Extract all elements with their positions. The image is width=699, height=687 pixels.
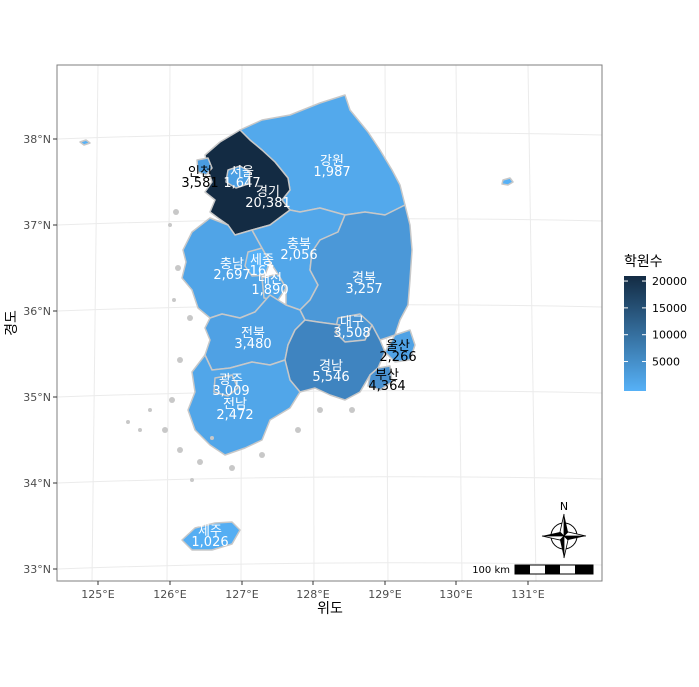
region-value-label: 2,266	[379, 350, 416, 365]
y-axis-title: 경도	[4, 310, 20, 336]
x-axis-title: 위도	[317, 601, 343, 617]
legend-title: 학원수	[624, 254, 663, 270]
x-tick-label: 130°E	[439, 588, 472, 601]
legend-tick-label: 5000	[652, 356, 680, 369]
region-daejeon	[261, 273, 287, 301]
region-name-label: 광주	[219, 373, 243, 388]
region-gwangju	[213, 374, 239, 397]
region-value-label: 3,480	[234, 337, 271, 352]
legend-tick-label: 15000	[652, 302, 687, 315]
y-tick-label: 36°N	[23, 305, 51, 318]
region-value-label: 1,026	[191, 535, 228, 550]
x-tick-label: 131°E	[511, 588, 544, 601]
region-name-label: 경북	[352, 271, 376, 286]
panel-border	[56, 64, 603, 582]
region-value-label: 1,647	[223, 176, 260, 191]
region-value-label: 20,381	[245, 196, 291, 211]
legend-tick-label: 10000	[652, 329, 687, 342]
region-jeju	[181, 521, 241, 551]
region-name-label: 대구	[340, 315, 364, 330]
region-labels: 서울1,647인천3,581경기20,381강원1,987충북2,056충남2,…	[181, 154, 416, 550]
region-value-label: 3,581	[181, 176, 218, 191]
region-name-label: 경기	[256, 185, 280, 200]
x-axis: 125°E 126°E 127°E 128°E 129°E 130°E 131°E	[81, 581, 545, 601]
islet-ulleung	[501, 177, 514, 186]
x-tick-label: 129°E	[368, 588, 401, 601]
region-value-label: 5,546	[312, 370, 349, 385]
region-name-label: 충북	[287, 237, 311, 252]
x-tick-label: 127°E	[225, 588, 258, 601]
legend-tick-label: 20000	[652, 275, 687, 288]
region-name-label: 울산	[386, 339, 410, 354]
scale-bar-label: 100 km	[472, 565, 510, 576]
north-arrow-label: N	[560, 500, 568, 513]
region-name-label: 세종	[250, 253, 274, 268]
region-value-label: 2,056	[280, 248, 317, 263]
region-name-label: 부산	[375, 368, 399, 383]
coastal-islands	[126, 209, 355, 482]
region-value-label: 3,257	[345, 282, 382, 297]
islet-nw	[79, 139, 91, 146]
y-tick-label: 38°N	[23, 133, 51, 146]
region-name-label: 전남	[223, 397, 247, 412]
region-incheon	[196, 157, 213, 176]
y-tick-label: 35°N	[23, 391, 51, 404]
region-name-label: 제주	[198, 524, 222, 539]
region-value-label: 3,009	[212, 384, 249, 399]
y-tick-label: 37°N	[23, 219, 51, 232]
region-value-label: 2,472	[216, 408, 253, 423]
region-value-label: 4,364	[368, 379, 405, 394]
regions	[79, 94, 514, 551]
x-tick-label: 128°E	[296, 588, 329, 601]
region-name-label: 경남	[319, 359, 343, 374]
region-name-label: 대전	[258, 272, 282, 287]
legend-colorbar	[624, 276, 646, 391]
region-name-label: 전북	[241, 326, 265, 341]
region-name-label: 인천	[188, 165, 212, 180]
region-name-label: 충남	[220, 257, 244, 272]
region-name-label: 강원	[320, 154, 344, 169]
region-gyeongnam	[284, 319, 386, 401]
region-name-label: 서울	[230, 165, 254, 180]
region-value-label: 1,987	[313, 165, 350, 180]
region-seoul	[225, 165, 251, 189]
y-tick-label: 34°N	[23, 477, 51, 490]
y-axis: 38°N 37°N 36°N 35°N 34°N 33°N	[23, 133, 57, 576]
region-busan	[367, 365, 393, 391]
region-value-label: 1,890	[251, 283, 288, 298]
legend: 학원수 5000 10000 15000 20000	[624, 254, 687, 391]
region-value-label: 167	[250, 264, 275, 279]
scale-bar: 100 km	[472, 564, 594, 576]
region-value-label: 2,697	[213, 268, 250, 283]
y-tick-label: 33°N	[23, 563, 51, 576]
x-tick-label: 126°E	[153, 588, 186, 601]
legend-ticks: 5000 10000 15000 20000	[624, 275, 687, 369]
x-tick-label: 125°E	[81, 588, 114, 601]
north-arrow-icon: N	[541, 500, 587, 559]
region-value-label: 3,508	[333, 326, 370, 341]
